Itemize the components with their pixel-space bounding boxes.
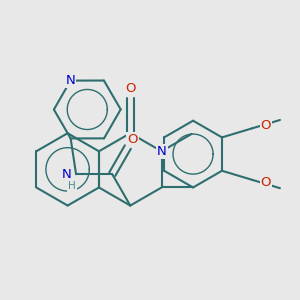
Text: O: O (261, 176, 271, 189)
Text: H: H (68, 181, 76, 191)
Text: O: O (127, 133, 138, 146)
Text: O: O (125, 82, 136, 95)
Text: O: O (261, 119, 271, 132)
Text: N: N (62, 168, 72, 181)
Text: N: N (66, 74, 75, 87)
Text: N: N (157, 145, 166, 158)
